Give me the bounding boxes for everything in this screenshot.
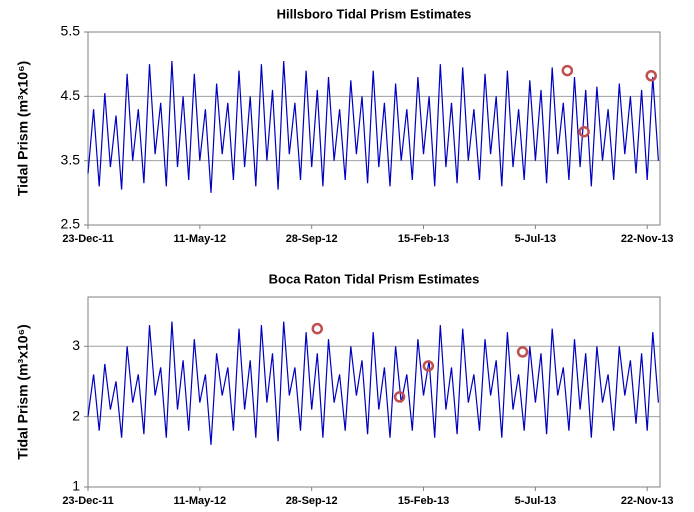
observed-marker bbox=[561, 64, 574, 77]
y-tick-label: 4.5 bbox=[61, 87, 81, 103]
x-tick-label: 23-Dec-11 bbox=[62, 233, 113, 245]
x-tick-label: 22-Nov-13 bbox=[621, 233, 674, 245]
y-tick-label: 1 bbox=[72, 478, 80, 494]
data-line bbox=[87, 60, 659, 193]
observed-marker bbox=[516, 346, 529, 358]
data-line bbox=[87, 321, 659, 445]
x-tick-label: 11-May-12 bbox=[174, 233, 227, 245]
observed-marker bbox=[422, 360, 435, 372]
y-tick-label: 5.5 bbox=[61, 23, 81, 39]
y-tick-label: 2 bbox=[72, 407, 80, 423]
y-tick-label: 2.5 bbox=[61, 216, 81, 232]
chart-title: Hillsboro Tidal Prism Estimates bbox=[277, 6, 472, 21]
observed-marker bbox=[645, 69, 657, 82]
x-tick-label: 22-Nov-13 bbox=[621, 495, 674, 507]
plot-frame bbox=[87, 296, 661, 488]
x-tick-label: 11-May-12 bbox=[174, 495, 227, 507]
observed-marker bbox=[393, 391, 406, 403]
y-tick-label: 3 bbox=[72, 337, 80, 353]
chart-title: Boca Raton Tidal Prism Estimates bbox=[269, 271, 480, 286]
observed-marker bbox=[578, 125, 590, 138]
y-tick-label: 3.5 bbox=[61, 151, 81, 167]
x-tick-label: 23-Dec-11 bbox=[62, 495, 113, 507]
x-tick-label: 5-Jul-13 bbox=[515, 495, 557, 507]
y-axis-label: Tidal Prism (m³x10⁶) bbox=[15, 324, 31, 459]
x-tick-label: 15-Feb-13 bbox=[398, 495, 449, 507]
observed-marker bbox=[311, 322, 324, 335]
x-tick-label: 28-Sep-12 bbox=[286, 233, 338, 245]
x-tick-label: 28-Sep-12 bbox=[286, 495, 338, 507]
y-axis-label: Tidal Prism (m³x10⁶) bbox=[15, 61, 31, 196]
x-tick-label: 15-Feb-13 bbox=[398, 233, 449, 245]
x-tick-label: 5-Jul-13 bbox=[515, 233, 557, 245]
plot-frame bbox=[87, 31, 661, 226]
